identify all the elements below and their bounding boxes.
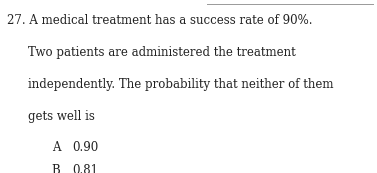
Text: 0.90: 0.90 [72, 141, 98, 154]
Text: gets well is: gets well is [28, 110, 95, 123]
Text: B: B [52, 165, 61, 173]
Text: independently. The probability that neither of them: independently. The probability that neit… [28, 78, 333, 91]
Text: Two patients are administered the treatment: Two patients are administered the treatm… [28, 46, 296, 59]
Text: 0.81: 0.81 [72, 165, 98, 173]
Text: 27. A medical treatment has a success rate of 90%.: 27. A medical treatment has a success ra… [8, 14, 313, 27]
Text: A: A [52, 141, 60, 154]
